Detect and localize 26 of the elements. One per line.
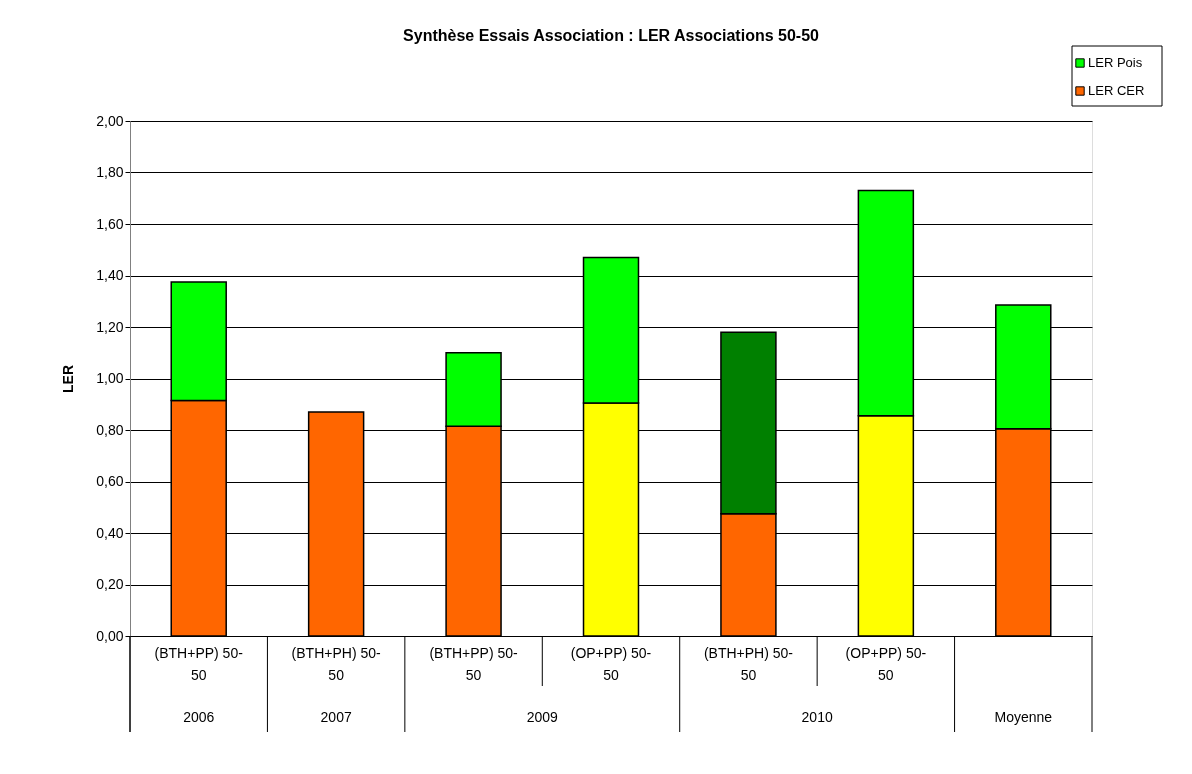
chart-title: Synthèse Essais Association : LER Associations 50-50 bbox=[403, 26, 820, 44]
text: 2009 bbox=[526, 709, 559, 725]
y-tick-label: 0,00 bbox=[96, 627, 124, 644]
x-tick-label: (BTH+PH) 50-50 bbox=[291, 644, 382, 683]
y-axis-title: LER bbox=[60, 365, 77, 393]
y-tick-label: 2,00 bbox=[96, 112, 124, 129]
y-tick-label: 1,80 bbox=[96, 164, 124, 180]
y-tick-label: 1,20 bbox=[96, 318, 124, 335]
x-tick-label: (OP+PP) 50-50 bbox=[570, 644, 652, 683]
text: 2006 bbox=[183, 709, 215, 725]
x-tick-label: (BTH+PH) 50-50 bbox=[703, 644, 794, 683]
text: Moyenne bbox=[994, 709, 1053, 725]
y-tick-label: 0,80 bbox=[96, 421, 124, 438]
text: 2010 bbox=[801, 709, 833, 725]
text: 2007 bbox=[320, 709, 352, 725]
y-tick-label: 1,60 bbox=[96, 215, 124, 232]
y-tick-label: 1,40 bbox=[96, 267, 124, 283]
legend-label: LER Pois bbox=[1088, 55, 1143, 70]
x-tick-label: (OP+PP) 50-50 bbox=[845, 644, 927, 683]
y-tick-label: 0,20 bbox=[96, 576, 124, 592]
x-tick-label: (BTH+PP) 50-50 bbox=[154, 644, 244, 683]
y-tick-label: 0,60 bbox=[96, 473, 124, 489]
y-tick-label: 1,00 bbox=[96, 370, 124, 386]
legend-label: LER CER bbox=[1088, 83, 1145, 98]
y-tick-label: 0,40 bbox=[96, 524, 124, 541]
x-tick-label: (BTH+PP) 50-50 bbox=[429, 644, 519, 683]
